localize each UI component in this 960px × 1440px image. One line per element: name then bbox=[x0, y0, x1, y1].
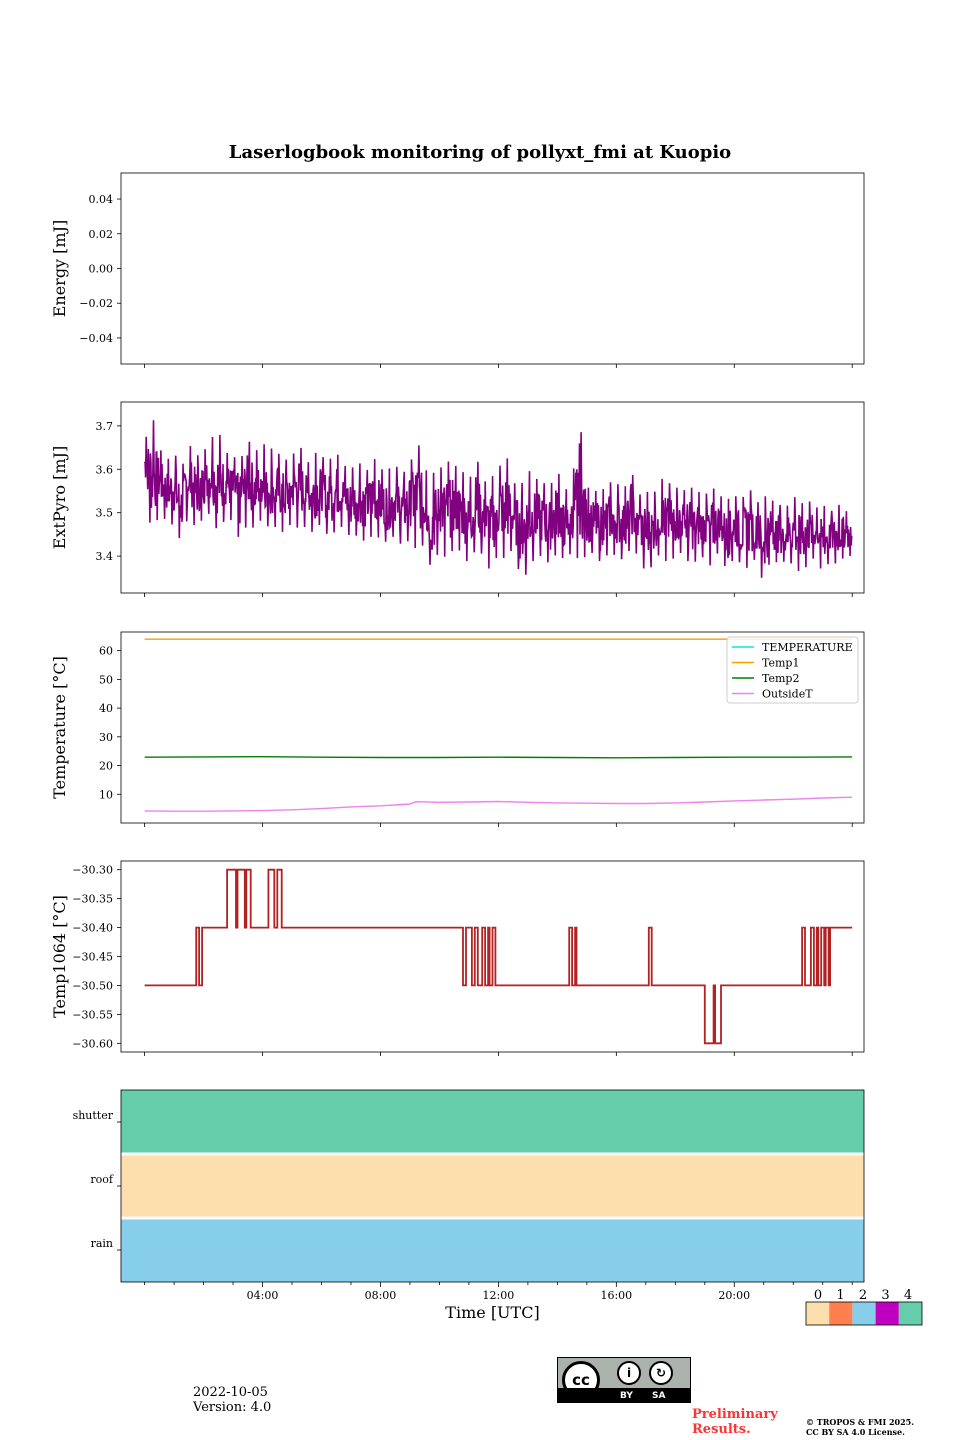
status-band-shutter bbox=[121, 1090, 864, 1154]
y-tick-label: 3.6 bbox=[96, 463, 114, 476]
results-label: Results. bbox=[692, 1422, 751, 1437]
y-tick-label: 0.02 bbox=[89, 228, 114, 241]
y-tick-label: 30 bbox=[99, 731, 113, 744]
status-band-rain bbox=[121, 1218, 864, 1282]
y-axis-label-energy: Energy [mJ] bbox=[50, 220, 69, 318]
y-tick-label: 0.04 bbox=[89, 193, 114, 206]
y-tick-label: −30.40 bbox=[72, 922, 113, 935]
preliminary-label: Preliminary bbox=[692, 1407, 778, 1422]
extpyro-plot-frame bbox=[120, 401, 865, 594]
legend-label: TEMPERATURE bbox=[762, 641, 853, 654]
series-line-temp2 bbox=[144, 755, 853, 759]
series-line-outsidet bbox=[144, 796, 853, 812]
colorbar-tick-label: 2 bbox=[859, 1288, 867, 1303]
y-tick-label: 20 bbox=[99, 760, 113, 773]
y-tick-label: −30.30 bbox=[72, 864, 113, 877]
colorbar-frame bbox=[805, 1301, 923, 1326]
y-tick-label: −30.60 bbox=[72, 1037, 113, 1050]
x-tick-label: 08:00 bbox=[365, 1289, 397, 1302]
status-plot-frame bbox=[120, 1089, 865, 1283]
cc-by-label: BY bbox=[620, 1391, 633, 1401]
y-tick-label: 60 bbox=[99, 645, 113, 658]
x-tick-label: 12:00 bbox=[483, 1289, 515, 1302]
attribution-icon: i bbox=[617, 1361, 641, 1385]
y-tick-label: 50 bbox=[99, 673, 113, 686]
x-tick-label: 16:00 bbox=[600, 1289, 632, 1302]
y-tick-label: 3.4 bbox=[96, 550, 114, 563]
cc-sa-label: SA bbox=[652, 1391, 666, 1401]
x-tick-label: 20:00 bbox=[718, 1289, 750, 1302]
y-tick-label: 10 bbox=[99, 788, 113, 801]
colorbar-swatch bbox=[829, 1302, 853, 1325]
extpyro-series-line bbox=[143, 420, 853, 578]
status-row-label: shutter bbox=[73, 1109, 114, 1122]
colorbar-swatch bbox=[852, 1302, 876, 1325]
date-label: 2022-10-05 bbox=[193, 1385, 268, 1400]
legend-label: OutsideT bbox=[762, 688, 813, 701]
colorbar-swatch bbox=[898, 1302, 922, 1325]
temperature-plot-frame bbox=[120, 631, 865, 824]
y-tick-label: −30.45 bbox=[72, 951, 113, 964]
x-tick-label: 04:00 bbox=[247, 1289, 279, 1302]
y-tick-label: −30.55 bbox=[72, 1008, 113, 1021]
colorbar-tick-label: 1 bbox=[836, 1288, 844, 1303]
y-tick-label: 0.00 bbox=[89, 263, 114, 276]
y-tick-label: −0.04 bbox=[79, 332, 113, 345]
license-line: CC BY SA 4.0 License. bbox=[806, 1427, 905, 1437]
cc-badge-bar bbox=[558, 1388, 690, 1402]
y-tick-label: 3.5 bbox=[96, 507, 114, 520]
legend-label: Temp1 bbox=[762, 657, 799, 670]
y-axis-label-extpyro: ExtPyro [mJ] bbox=[50, 446, 69, 549]
share-alike-icon: ↻ bbox=[649, 1361, 673, 1385]
colorbar-tick-label: 4 bbox=[904, 1288, 912, 1303]
y-tick-label: −0.02 bbox=[79, 297, 113, 310]
y-tick-label: 40 bbox=[99, 702, 113, 715]
version-label: Version: 4.0 bbox=[193, 1400, 272, 1415]
y-tick-label: −30.50 bbox=[72, 979, 113, 992]
colorbar-swatch bbox=[806, 1302, 830, 1325]
y-axis-label-temp1064: Temp1064 [°C] bbox=[50, 895, 69, 1018]
x-axis-label: Time [UTC] bbox=[445, 1303, 539, 1322]
copyright-line: © TROPOS & FMI 2025. bbox=[806, 1417, 915, 1427]
y-tick-label: 3.7 bbox=[96, 420, 114, 433]
legend-label: Temp2 bbox=[762, 672, 799, 685]
figure-title: Laserlogbook monitoring of pollyxt_fmi a… bbox=[229, 142, 731, 163]
colorbar-swatch bbox=[875, 1302, 899, 1325]
colorbar-tick-label: 3 bbox=[881, 1288, 889, 1303]
y-tick-label: −30.35 bbox=[72, 893, 113, 906]
cc-by-sa-badge: cc i ↻ BY SA bbox=[557, 1357, 691, 1403]
legend-box bbox=[726, 636, 859, 704]
energy-plot-frame bbox=[120, 172, 865, 365]
status-band-roof bbox=[121, 1154, 864, 1218]
status-row-label: rain bbox=[91, 1237, 113, 1250]
status-row-label: roof bbox=[90, 1173, 114, 1186]
temp1064-series-line bbox=[144, 868, 853, 1045]
y-axis-label-temperature: Temperature [°C] bbox=[50, 656, 69, 799]
colorbar-tick-label: 0 bbox=[814, 1288, 822, 1303]
